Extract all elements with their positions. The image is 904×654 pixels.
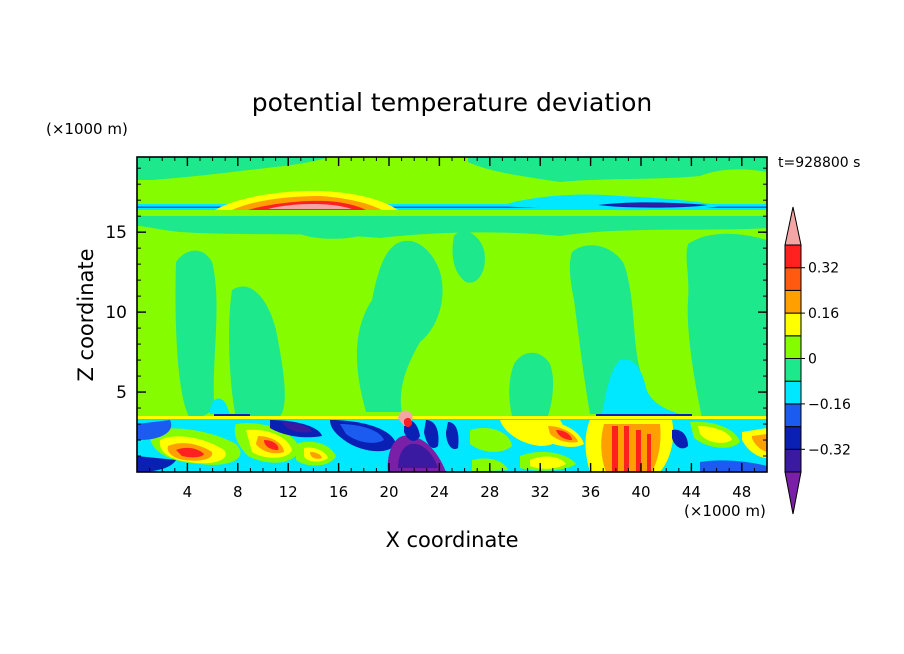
field-region-cold — [210, 398, 230, 414]
x-tick-label: 32 — [531, 483, 550, 501]
field-region-warm — [530, 456, 566, 469]
field-region-warm — [752, 434, 767, 452]
field-region-warm — [404, 417, 412, 427]
field-band — [137, 206, 767, 208]
field-region-warm — [470, 427, 512, 452]
field-region-warm — [624, 426, 629, 472]
field-region-neg — [175, 250, 217, 418]
x-tick-label: 40 — [631, 483, 650, 501]
x-tick-label: 4 — [183, 483, 193, 501]
field-boundary-layer — [137, 416, 767, 419]
field-region-neg — [468, 157, 767, 182]
field-region-warm — [601, 424, 661, 472]
colorbar-swatch — [784, 358, 802, 382]
x-tick-label: 20 — [379, 483, 398, 501]
field-region-warm — [556, 430, 572, 440]
colorbar-label: 0.32 — [808, 261, 839, 277]
z-tick-label: 15 — [105, 223, 127, 243]
colorbar-swatch — [784, 380, 802, 405]
field-region-neg — [137, 157, 330, 180]
colorbar: 0.32 0.16 0 −0.16 −0.32 — [784, 206, 851, 515]
x-tick-label: 36 — [581, 483, 600, 501]
colorbar-swatch — [784, 448, 802, 473]
colorbar-swatch — [784, 206, 802, 246]
field-region-cold — [137, 456, 176, 472]
colorbar-swatch — [784, 403, 802, 428]
field-region-neg — [356, 240, 443, 412]
colorbar-swatch — [784, 335, 802, 359]
colorbar-swatch — [784, 471, 802, 515]
field-region-neg — [452, 231, 485, 283]
x-tick-label: 48 — [732, 483, 751, 501]
field-region-neg — [137, 216, 767, 238]
field-region-warm — [636, 430, 641, 472]
x-tick-label: 12 — [279, 483, 298, 501]
z-tick-label: 5 — [116, 383, 127, 403]
field-region-cold — [282, 422, 312, 433]
colorbar-label: 0.16 — [808, 306, 839, 322]
field-region-warm — [434, 386, 448, 395]
x-axis-label: X coordinate — [385, 528, 518, 552]
colorbar-swatch — [784, 244, 802, 269]
colorbar-label: −0.16 — [808, 397, 851, 413]
field-region-cold — [340, 424, 384, 443]
field-region-cold — [424, 420, 439, 449]
z-tick-label: 10 — [105, 303, 127, 323]
colorbar-swatch — [784, 426, 802, 450]
x-tick-label: 24 — [430, 483, 449, 501]
field-region-cold — [672, 429, 688, 449]
field-region-cold — [398, 443, 438, 468]
contour-field — [137, 157, 767, 472]
field-region-neg — [686, 233, 767, 418]
x-unit-label: (×1000 m) — [684, 502, 766, 520]
x-tick-label: 44 — [682, 483, 701, 501]
field-region-warm — [647, 434, 651, 472]
field-region-neg — [509, 352, 554, 416]
colorbar-swatch — [784, 312, 802, 337]
field-region-warm — [176, 447, 204, 458]
field-region-neg — [229, 286, 285, 418]
field-region-cold — [137, 420, 172, 440]
x-tick-label: 8 — [233, 483, 243, 501]
field-region-cold — [602, 359, 680, 414]
field-region-cold — [446, 422, 459, 450]
time-label: t=928800 s — [778, 155, 860, 171]
field-region-warm — [264, 440, 279, 450]
colorbar-swatch — [784, 289, 802, 314]
field-region-cold — [610, 203, 700, 207]
field-region-cold — [214, 414, 250, 417]
field-region-warm — [268, 204, 352, 209]
field-region-warm — [310, 452, 322, 459]
y-axis-label: Z coordinate — [74, 248, 98, 381]
x-tick-label: 28 — [480, 483, 499, 501]
colorbar-label: −0.32 — [808, 442, 851, 458]
chart-title: potential temperature deviation — [252, 88, 652, 117]
colorbar-label: 0 — [808, 352, 817, 368]
colorbar-swatch — [784, 267, 802, 291]
z-unit-label: (×1000 m) — [46, 120, 128, 138]
x-tick-label: 16 — [329, 483, 348, 501]
field-region-neg — [300, 218, 360, 239]
field-region-warm — [612, 426, 618, 472]
field-region-warm — [698, 426, 732, 443]
